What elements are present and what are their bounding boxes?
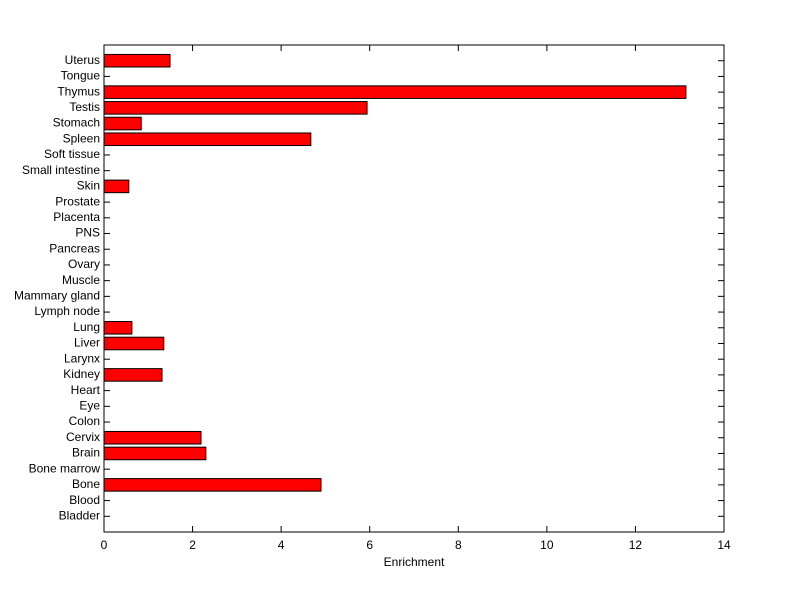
y-tick-label: Bone marrow [29,461,101,475]
y-tick-label: Pancreas [49,241,100,255]
y-tick-label: Tongue [61,69,101,83]
y-tick-label: Soft tissue [44,147,100,161]
bar [103,53,171,68]
y-tick-label: Eye [79,398,100,412]
bar [103,320,133,335]
bar [103,132,312,147]
y-tick-label: Liver [74,336,100,350]
bar [103,179,130,194]
bar [103,116,142,131]
axes-box [103,44,725,533]
y-tick-label: Placenta [53,210,100,224]
y-tick-label: Uterus [65,53,100,67]
y-tick-label: Stomach [53,116,100,130]
y-tick-label: Heart [71,383,101,397]
y-tick-label: Colon [69,414,100,428]
y-tick-label: Bladder [59,508,100,522]
x-tick-label: 10 [540,538,554,552]
bar [103,478,322,492]
bar [103,85,687,99]
y-tick-label: Testis [69,100,100,114]
y-tick-label: Blood [69,493,100,507]
y-tick-label: Spleen [63,131,100,145]
y-tick-label: Kidney [63,367,100,381]
y-tick-label: Lung [73,320,100,334]
bar [103,430,202,445]
x-tick-label: 2 [189,538,196,552]
y-tick-label: PNS [75,226,100,240]
x-tick-label: 14 [717,538,731,552]
bar [103,336,165,351]
x-tick-label: 4 [278,538,285,552]
y-tick-label: Small intestine [22,163,100,177]
y-tick-label: Brain [72,446,100,460]
y-tick-label: Muscle [62,273,100,287]
x-tick-label: 6 [366,538,373,552]
y-tick-label: Ovary [68,257,100,271]
y-tick-label: Thymus [57,84,100,98]
bar [103,368,163,382]
y-tick-label: Skin [77,179,100,193]
bar [103,101,368,115]
y-tick-label: Bone [72,477,100,491]
y-tick-label: Mammary gland [14,289,100,303]
x-tick-label: 12 [629,538,643,552]
y-tick-label: Cervix [66,430,100,444]
y-tick-label: Prostate [55,194,100,208]
x-axis-label: Enrichment [384,555,445,569]
bar [103,446,207,461]
x-tick-label: 8 [455,538,462,552]
y-tick-label: Larynx [64,351,100,365]
x-tick-label: 0 [101,538,108,552]
y-tick-label: Lymph node [34,304,100,318]
